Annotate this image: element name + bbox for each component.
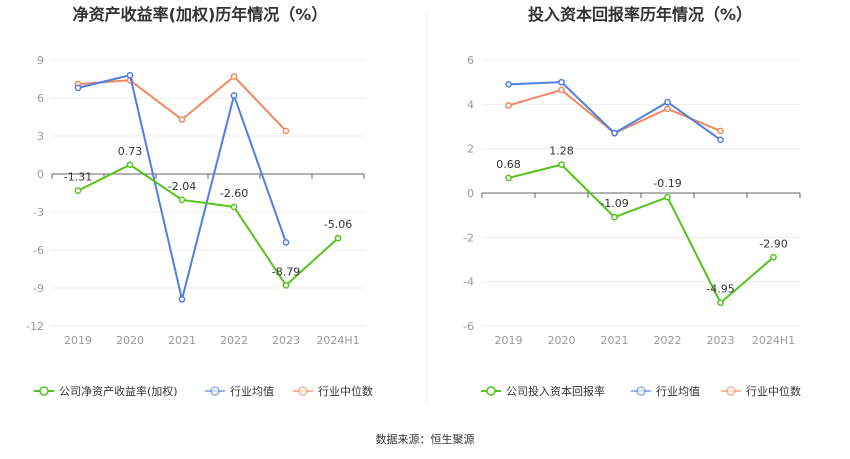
y-tick-label: 6 xyxy=(467,54,474,67)
data-point xyxy=(282,281,290,289)
legend-item[interactable]: 行业均值 xyxy=(631,385,700,398)
x-tick-label: 2023 xyxy=(272,334,300,347)
x-tick-label: 2020 xyxy=(548,334,576,347)
data-point xyxy=(74,187,82,194)
y-tick-label: -12 xyxy=(26,320,44,333)
legend-marker xyxy=(486,386,496,396)
legend-label: 行业中位数 xyxy=(746,384,801,398)
data-point xyxy=(178,296,186,303)
x-tick-label: 2022 xyxy=(220,334,248,347)
y-tick-label: -3 xyxy=(33,206,44,219)
legend-item[interactable]: 公司净资产收益率(加权) xyxy=(34,384,178,398)
series-line xyxy=(508,163,775,305)
legend-label: 行业均值 xyxy=(230,385,274,398)
data-point xyxy=(717,136,724,144)
data-label: -5.06 xyxy=(324,218,352,231)
x-tick-label: 2024H1 xyxy=(752,334,795,347)
data-source-note: 数据来源：恒生聚源 xyxy=(376,432,475,446)
x-tick-label: 2021 xyxy=(168,334,196,347)
data-point xyxy=(558,86,565,94)
data-point xyxy=(282,127,290,135)
chart-title: 净资产收益率(加权)历年情况（%） xyxy=(73,5,328,24)
y-tick-label: 3 xyxy=(37,130,44,143)
data-point xyxy=(178,196,186,204)
legend-marker xyxy=(210,386,220,396)
y-tick-label: 4 xyxy=(467,98,474,111)
data-label: -2.90 xyxy=(759,237,787,250)
x-tick-label: 2019 xyxy=(64,334,92,347)
y-tick-label: -4 xyxy=(463,276,474,289)
data-point xyxy=(230,203,238,211)
legend-item[interactable]: 行业中位数 xyxy=(721,384,801,398)
data-label: -8.79 xyxy=(272,265,300,278)
data-label: 0.68 xyxy=(496,158,521,171)
data-point xyxy=(230,92,238,99)
data-point xyxy=(664,98,671,106)
y-tick-label: 0 xyxy=(37,168,44,181)
legend-label: 公司净资产收益率(加权) xyxy=(59,384,178,398)
data-label: -2.04 xyxy=(168,180,196,193)
data-point xyxy=(717,127,724,135)
series-line xyxy=(77,163,339,287)
legend-marker xyxy=(39,386,49,396)
data-point xyxy=(334,234,342,242)
y-tick-label: 6 xyxy=(37,92,44,105)
x-tick-label: 2020 xyxy=(116,334,144,347)
legend-item[interactable]: 公司投入资本回报率 xyxy=(481,384,605,398)
legend-item[interactable]: 行业均值 xyxy=(205,385,274,398)
data-label: -0.19 xyxy=(653,177,681,190)
data-label: 1.28 xyxy=(549,145,574,158)
x-tick-label: 2024H1 xyxy=(316,334,359,347)
data-label: 0.73 xyxy=(118,145,143,158)
chart-title: 投入资本回报率历年情况（%） xyxy=(528,5,752,24)
y-tick-label: -6 xyxy=(463,320,474,333)
data-point xyxy=(611,129,618,137)
data-label: -1.09 xyxy=(600,197,628,210)
data-point xyxy=(126,71,134,79)
data-point xyxy=(664,193,671,201)
data-label: -2.60 xyxy=(220,187,248,200)
legend-marker xyxy=(298,386,308,396)
data-point xyxy=(178,116,186,123)
y-tick-label: -6 xyxy=(33,244,44,257)
x-tick-label: 2019 xyxy=(495,334,523,347)
legend-label: 行业均值 xyxy=(656,385,700,398)
legend-item[interactable]: 行业中位数 xyxy=(293,384,373,398)
y-tick-label: -9 xyxy=(33,282,44,295)
data-label: -4.95 xyxy=(706,283,734,296)
y-tick-label: 2 xyxy=(467,143,474,156)
y-tick-label: 0 xyxy=(467,187,474,200)
data-point xyxy=(558,161,565,168)
data-point xyxy=(611,213,618,221)
data-label: -1.31 xyxy=(64,171,92,184)
data-point xyxy=(505,81,512,88)
x-tick-label: 2023 xyxy=(707,334,735,347)
data-point xyxy=(717,299,724,307)
roe-chart: 净资产收益率(加权)历年情况（%） 9 6 3 0 -3 -6 -9 -12 2019 2020 20… xyxy=(26,5,373,398)
data-point xyxy=(74,84,82,92)
data-point xyxy=(664,105,671,113)
legend-marker xyxy=(726,386,736,396)
x-tick-label: 2021 xyxy=(601,334,629,347)
data-point xyxy=(282,239,290,246)
y-tick-label: -2 xyxy=(463,231,474,244)
data-point xyxy=(505,174,512,182)
data-point xyxy=(770,253,777,261)
roic-chart: 投入资本回报率历年情况（%） 6 4 2 0 -2 -4 -6 2019 2020 2021 2022… xyxy=(463,5,801,398)
y-tick-label: 9 xyxy=(37,54,44,67)
data-point xyxy=(505,102,512,109)
legend-label: 行业中位数 xyxy=(318,384,373,398)
data-point xyxy=(126,161,134,169)
series-line xyxy=(508,88,721,135)
data-point xyxy=(230,73,238,80)
legend-marker xyxy=(636,386,646,396)
data-point xyxy=(558,78,565,86)
x-tick-label: 2022 xyxy=(654,334,682,347)
legend-label: 公司投入资本回报率 xyxy=(506,384,605,398)
